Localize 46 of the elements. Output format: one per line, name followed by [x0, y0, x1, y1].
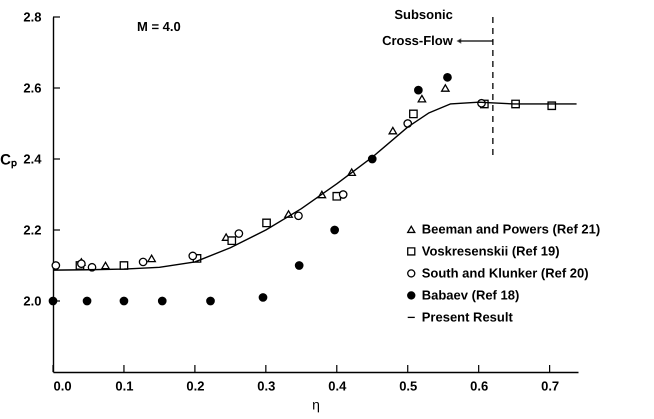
- point: [227, 236, 236, 246]
- y-tick-label: 2.2: [23, 222, 42, 238]
- point: [120, 261, 128, 270]
- x-tick-label: 0.1: [115, 378, 134, 394]
- point: [138, 258, 148, 266]
- point: [147, 254, 156, 262]
- y-tick-label: 2.8: [23, 10, 42, 24]
- ref-line-label: Subsonic Cross-Flow: [382, 7, 454, 48]
- legend-label: Beeman and Powers (Ref 21): [422, 221, 600, 236]
- legend-label: South and Klunker (Ref 20): [422, 265, 589, 280]
- x-tick-label: 0.6: [470, 378, 488, 394]
- point: [48, 296, 58, 306]
- point: [120, 296, 128, 306]
- y-tick-label: 2.0: [23, 294, 42, 308]
- point: [188, 252, 198, 260]
- annotation: M = 4.0: [137, 19, 181, 34]
- point: [294, 211, 303, 220]
- y-tick-label: 2.6: [23, 80, 42, 96]
- x-tick-label: 0.2: [186, 378, 204, 394]
- point: [262, 218, 271, 228]
- point: [82, 296, 92, 306]
- x-tick-label: 0.3: [257, 378, 276, 394]
- point: [388, 126, 398, 134]
- point: [51, 261, 60, 270]
- x-tick-label: 0.4: [328, 378, 348, 394]
- point: [258, 293, 268, 302]
- point: [158, 296, 167, 306]
- x-tick-label: 0.7: [541, 378, 560, 394]
- legend-label: Voskresenskii (Ref 19): [422, 243, 560, 258]
- y-axis-title: Cₚ: [0, 152, 17, 168]
- legend-label: Babaev (Ref 18): [422, 287, 520, 302]
- point: [234, 229, 244, 238]
- y-tick-label: 2.4: [23, 152, 42, 166]
- point: [443, 73, 452, 82]
- point: [418, 94, 426, 103]
- x-axis-title: η: [312, 396, 320, 412]
- x-tick-label: 0.0: [54, 378, 72, 394]
- point: [294, 261, 304, 270]
- point: [330, 226, 340, 234]
- point: [414, 86, 423, 94]
- legend-label: Present Result: [422, 309, 514, 324]
- point: [206, 296, 215, 306]
- point: [338, 190, 348, 199]
- point: [440, 84, 450, 92]
- x-tick-label: 0.5: [399, 378, 418, 394]
- point: [409, 110, 418, 118]
